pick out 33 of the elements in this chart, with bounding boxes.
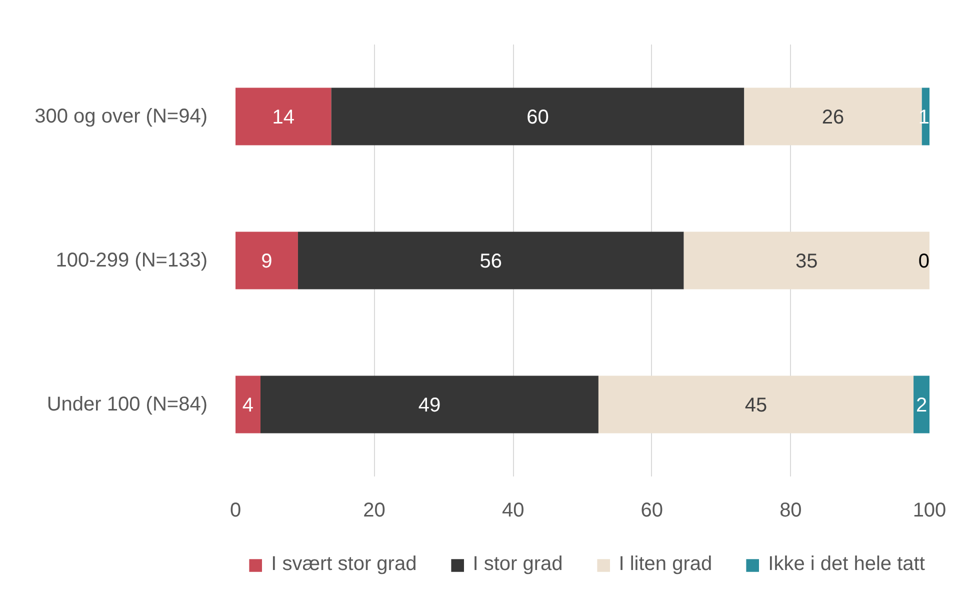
data-label: 14 <box>272 106 295 128</box>
bar <box>236 232 298 290</box>
data-label: 49 <box>418 394 441 416</box>
x-tick-label: 20 <box>363 500 386 522</box>
legend-label: Ikke i det hele tatt <box>768 553 925 576</box>
bar <box>598 376 914 434</box>
x-tick-label: 100 <box>912 500 946 522</box>
bar <box>914 376 930 434</box>
data-label: 9 <box>261 250 272 272</box>
data-label: 4 <box>242 394 254 416</box>
data-label: 45 <box>744 394 768 416</box>
legend-label: I stor grad <box>472 553 563 576</box>
bar <box>331 88 744 146</box>
y-tick-label: 300 og over (N=94) <box>34 106 208 128</box>
data-label: 2 <box>916 394 928 416</box>
bar <box>684 232 930 290</box>
y-tick-label: Under 100 (N=84) <box>46 394 208 416</box>
x-tick-label: 60 <box>640 500 664 522</box>
bar <box>236 88 332 146</box>
data-label: 35 <box>796 250 818 272</box>
data-label: 26 <box>822 106 844 128</box>
data-label: 0 <box>918 250 930 272</box>
data-label: 60 <box>526 106 549 128</box>
y-tick-label: 100-299 (N=133) <box>56 250 208 272</box>
x-tick-label: 80 <box>780 500 802 522</box>
x-tick-label: 0 <box>230 500 242 522</box>
legend-label: I liten grad <box>618 553 712 576</box>
bar <box>236 376 260 434</box>
x-tick-label: 40 <box>502 500 524 522</box>
bar <box>298 232 684 290</box>
bar <box>260 376 598 434</box>
legend-label: I svært stor grad <box>271 553 417 576</box>
data-label: 56 <box>480 250 502 272</box>
